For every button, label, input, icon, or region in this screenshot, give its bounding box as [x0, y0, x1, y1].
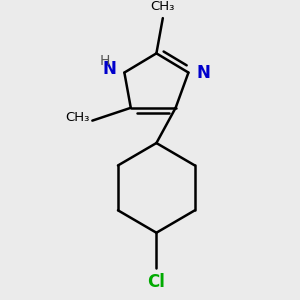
Text: Cl: Cl — [148, 273, 165, 291]
Text: CH₃: CH₃ — [65, 111, 89, 124]
Text: CH₃: CH₃ — [151, 0, 175, 13]
Text: H: H — [99, 54, 110, 68]
Text: N: N — [196, 64, 210, 82]
Text: N: N — [103, 60, 116, 78]
